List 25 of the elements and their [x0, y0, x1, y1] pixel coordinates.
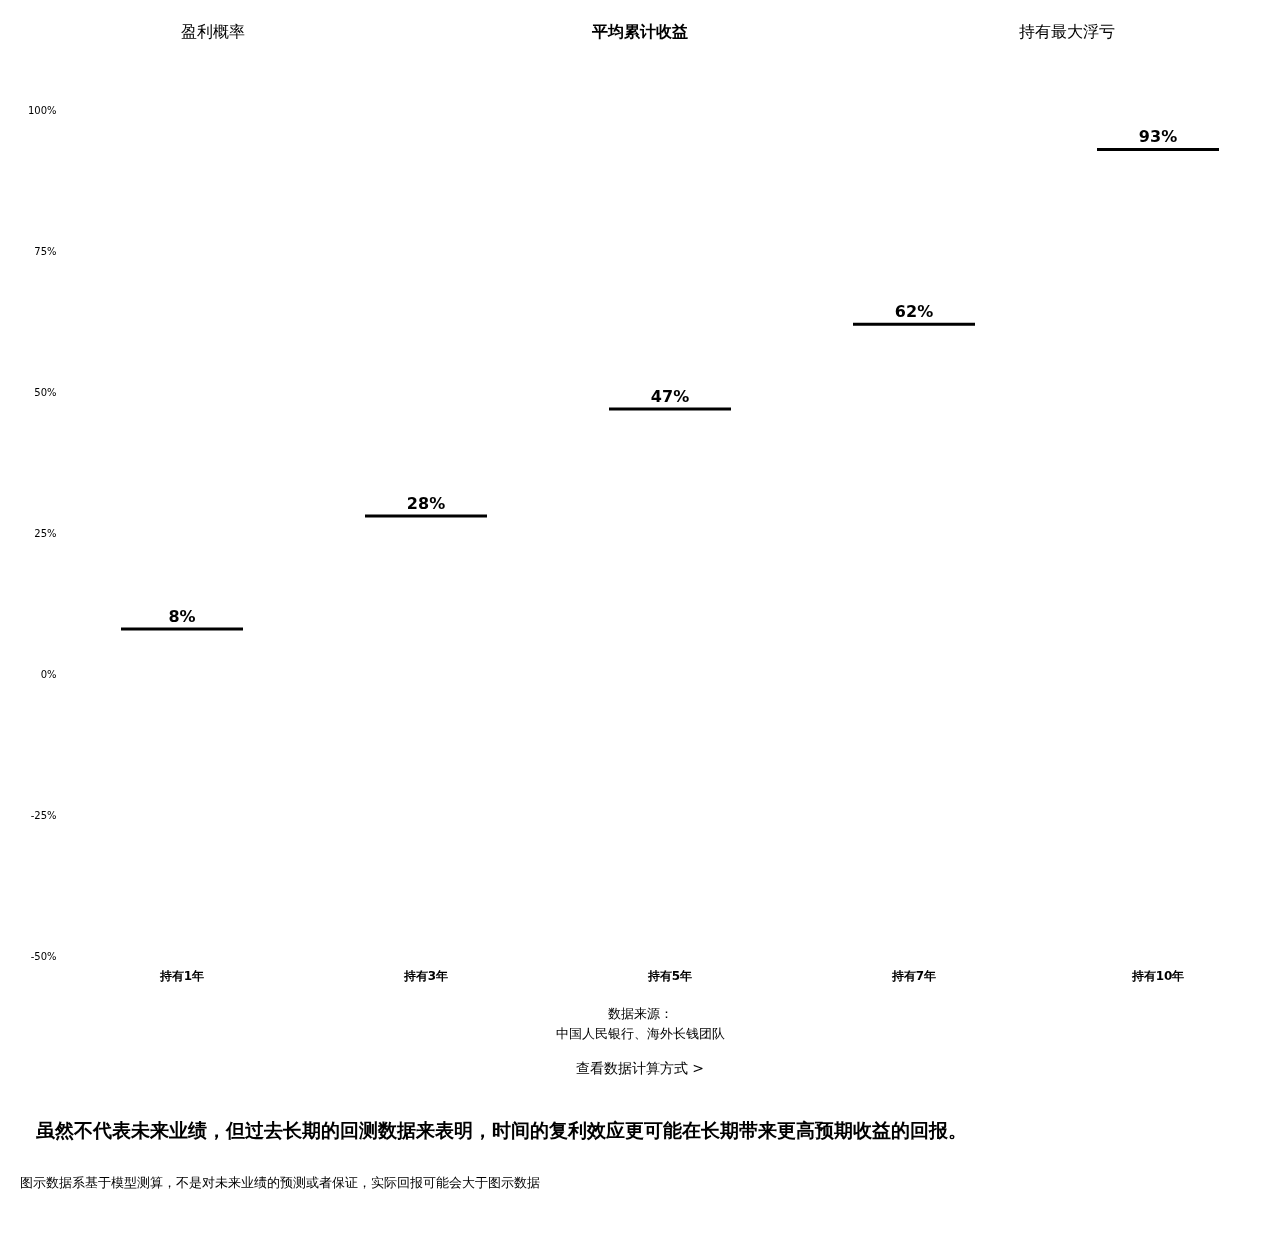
y-tick-label: 50% [34, 386, 57, 398]
y-tick-label: 100% [27, 104, 57, 116]
text: 盈利概率 [180, 21, 247, 43]
text: 查看数据计算方式 > [574, 1059, 706, 1078]
source-note: 数据来源： [606, 1005, 674, 1023]
y-tick-label: 0% [40, 668, 57, 680]
y-tick-label: 75% [34, 245, 57, 257]
text: 平均累计收益 [591, 21, 689, 43]
data-label: 8% [168, 606, 196, 626]
data-label: 62% [894, 302, 934, 322]
data-label: 47% [650, 386, 690, 406]
text: 持有最大浮亏 [1017, 21, 1116, 43]
data-label: 93% [1138, 127, 1178, 147]
x-tick-label: 持有5年 [646, 968, 693, 983]
text: 虽然不代表未来业绩，但过去长期的回测数据来表明，时间的复利效应更可能在长期带来更高预期收益的回报。 [36, 1118, 968, 1143]
y-tick-label: 25% [34, 527, 57, 539]
y-tick-label: -50% [30, 950, 57, 962]
data-label: 28% [406, 494, 446, 514]
text: 图示数据系基于模型测算，不是对未来业绩的预测或者保证，实际回报可能会大于图示数据 [20, 1174, 541, 1192]
x-tick-label: 持有10年 [1130, 968, 1185, 983]
x-tick-label: 持有3年 [402, 968, 449, 983]
x-tick-label: 持有7年 [890, 968, 937, 983]
x-tick-label: 持有1年 [158, 968, 205, 983]
y-tick-label: -25% [30, 809, 57, 821]
text: 中国人民银行、海外长钱团队 [554, 1025, 726, 1043]
